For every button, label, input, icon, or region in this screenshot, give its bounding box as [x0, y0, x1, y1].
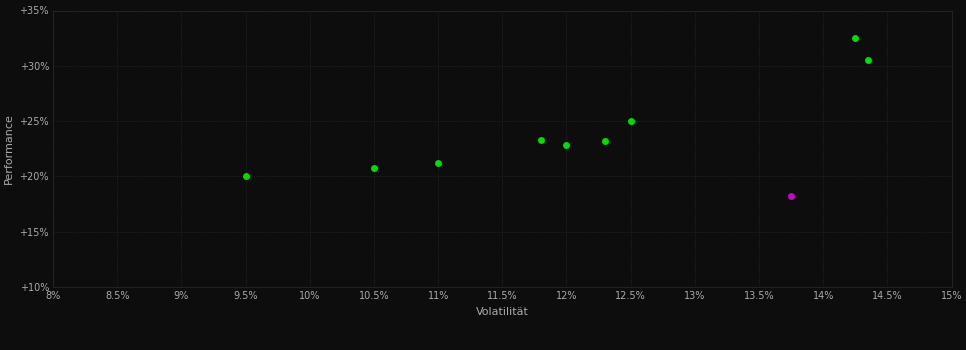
Point — [558, 143, 574, 148]
Point — [238, 174, 253, 179]
Point — [861, 57, 876, 63]
Point — [623, 118, 639, 124]
Point — [597, 138, 612, 144]
Point — [533, 137, 549, 143]
Point — [847, 35, 863, 41]
X-axis label: Volatilität: Volatilität — [476, 307, 528, 317]
Y-axis label: Performance: Performance — [4, 113, 14, 184]
Point — [366, 165, 382, 170]
Point — [431, 160, 446, 166]
Point — [783, 194, 799, 199]
